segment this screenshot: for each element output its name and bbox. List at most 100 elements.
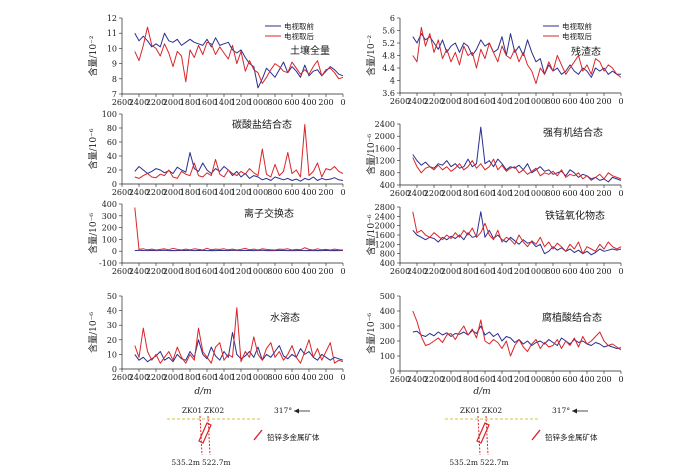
x-tick-label: 400 bbox=[579, 97, 594, 106]
y-tick-label: 10 bbox=[107, 44, 117, 53]
x-tick-label: 600 bbox=[562, 375, 577, 384]
y-tick-label: 50 bbox=[107, 292, 117, 301]
series-line-before bbox=[134, 332, 344, 363]
y-tick-label: 400 bbox=[380, 181, 395, 190]
x-tick-label: 1600 bbox=[475, 375, 495, 384]
x-tick-label: 2400 bbox=[129, 373, 149, 382]
x-tick-label: 2200 bbox=[424, 375, 444, 384]
x-tick-label: 600 bbox=[284, 267, 299, 276]
x-tick-label: 1600 bbox=[197, 188, 217, 197]
x-tick-label: 2400 bbox=[129, 188, 149, 197]
x-tick-label: 2600 bbox=[390, 267, 410, 276]
chart-panel: 0204060801002600240022002000180016001400… bbox=[87, 110, 346, 197]
x-tick-label: 0 bbox=[340, 373, 345, 382]
x-tick-label: 2600 bbox=[112, 373, 132, 382]
x-tick-label: 800 bbox=[267, 267, 282, 276]
x-tick-label: 1000 bbox=[526, 97, 546, 106]
x-tick-label: 2400 bbox=[407, 375, 427, 384]
y-axis-label: 含量/10⁻² bbox=[87, 35, 99, 76]
y-tick-label: -100 bbox=[99, 259, 117, 268]
x-axis-label-left: d/m bbox=[194, 387, 211, 397]
x-tick-label: 2600 bbox=[390, 97, 410, 106]
drill-hole-label: ZK02 bbox=[204, 406, 225, 415]
axis-line bbox=[121, 204, 343, 264]
x-tick-label: 2000 bbox=[441, 375, 461, 384]
y-tick-label: 1200 bbox=[375, 240, 395, 249]
chart-panel: 3.644.44.85.25.6626002400220020001800160… bbox=[365, 14, 624, 106]
x-tick-label: 0 bbox=[340, 188, 345, 197]
x-tick-label: 2600 bbox=[390, 375, 410, 384]
x-tick-label: 200 bbox=[596, 267, 611, 276]
x-tick-label: 1600 bbox=[475, 97, 495, 106]
depth-label: 535.2m bbox=[449, 458, 478, 467]
x-tick-label: 1000 bbox=[248, 98, 268, 107]
y-tick-label: 5.2 bbox=[382, 39, 395, 48]
x-tick-label: 600 bbox=[284, 98, 299, 107]
x-tick-label: 1000 bbox=[248, 267, 268, 276]
y-tick-label: 8 bbox=[112, 75, 117, 84]
y-tick-label: 80 bbox=[107, 124, 117, 133]
x-tick-label: 2400 bbox=[407, 189, 427, 198]
y-tick-label: 1600 bbox=[375, 231, 395, 240]
x-tick-label: 200 bbox=[318, 188, 333, 197]
y-tick-label: 100 bbox=[102, 235, 117, 244]
x-tick-label: 1200 bbox=[231, 373, 251, 382]
drill-section-right: ZK01 ZK02 317° 铅锌多金属矿体 535.2m 522.7m bbox=[445, 406, 598, 467]
x-tick-label: 1400 bbox=[214, 188, 234, 197]
x-tick-label: 2400 bbox=[129, 98, 149, 107]
x-tick-label: 1800 bbox=[180, 373, 200, 382]
series-line-before bbox=[412, 126, 622, 183]
y-tick-label: 0 bbox=[112, 365, 117, 374]
y-tick-label: 12 bbox=[107, 14, 117, 23]
azimuth-label: 317° bbox=[552, 406, 570, 415]
chart-panel: 0100200300400500260024002200200018001600… bbox=[365, 292, 624, 384]
series-line-before bbox=[412, 325, 622, 349]
y-tick-label: 800 bbox=[380, 250, 395, 259]
y-axis-label: 含量/10⁻⁶ bbox=[87, 128, 99, 169]
x-tick-label: 200 bbox=[596, 189, 611, 198]
x-tick-label: 200 bbox=[596, 97, 611, 106]
y-tick-label: 1200 bbox=[375, 157, 395, 166]
series-line-after bbox=[412, 310, 622, 357]
drill-hole-line bbox=[485, 415, 489, 456]
y-tick-label: 60 bbox=[107, 138, 117, 147]
x-tick-label: 800 bbox=[545, 375, 560, 384]
y-axis-label: 含量/10⁻⁶ bbox=[365, 134, 377, 175]
x-axis-label-right: d/m bbox=[473, 387, 490, 397]
y-tick-label: 2800 bbox=[375, 203, 395, 212]
x-tick-label: 1200 bbox=[509, 375, 529, 384]
y-tick-label: 2400 bbox=[375, 120, 395, 129]
y-axis-label: 含量/10⁻⁶ bbox=[87, 213, 99, 254]
legend-label: 电视取前 bbox=[284, 21, 314, 31]
x-tick-label: 2600 bbox=[112, 188, 132, 197]
series-line-after bbox=[134, 26, 344, 84]
x-tick-label: 0 bbox=[618, 375, 623, 384]
x-tick-label: 2600 bbox=[112, 98, 132, 107]
y-tick-label: 40 bbox=[107, 307, 117, 316]
x-tick-label: 600 bbox=[562, 189, 577, 198]
depth-label: 535.2m bbox=[171, 458, 200, 467]
series-line-before bbox=[412, 211, 622, 256]
x-tick-label: 800 bbox=[545, 267, 560, 276]
x-tick-label: 0 bbox=[618, 97, 623, 106]
legend-label: 电视取后 bbox=[562, 31, 592, 41]
y-tick-label: 300 bbox=[380, 322, 395, 331]
x-tick-label: 1800 bbox=[180, 267, 200, 276]
drill-hole-line bbox=[477, 415, 481, 456]
x-tick-label: 1400 bbox=[492, 189, 512, 198]
x-tick-label: 1800 bbox=[458, 97, 478, 106]
y-tick-label: 0 bbox=[390, 367, 395, 376]
x-tick-label: 2600 bbox=[112, 267, 132, 276]
x-tick-label: 2000 bbox=[441, 189, 461, 198]
y-tick-label: 3.6 bbox=[382, 89, 395, 98]
x-tick-label: 2000 bbox=[163, 373, 183, 382]
x-tick-label: 600 bbox=[284, 373, 299, 382]
y-tick-label: 1600 bbox=[375, 144, 395, 153]
x-tick-label: 1400 bbox=[214, 373, 234, 382]
y-tick-label: 300 bbox=[102, 212, 117, 221]
x-tick-label: 400 bbox=[301, 373, 316, 382]
panel-title: 强有机结合态 bbox=[543, 126, 603, 139]
azimuth-label: 317° bbox=[274, 406, 292, 415]
x-tick-label: 200 bbox=[596, 375, 611, 384]
panel-title: 残渣态 bbox=[571, 45, 601, 58]
